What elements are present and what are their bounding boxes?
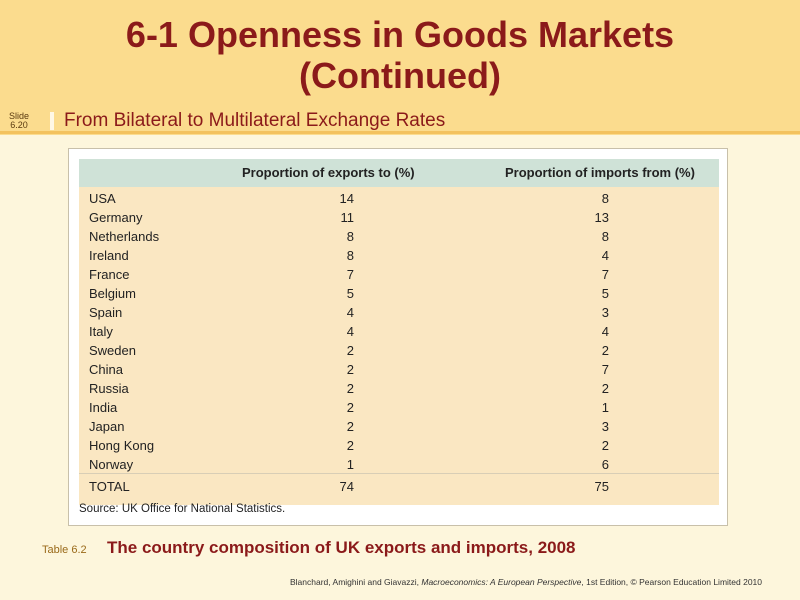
country-cell: Belgium (89, 286, 136, 301)
table-row: Sweden 2 2 (79, 341, 719, 360)
imports-cell: 4 (601, 324, 609, 339)
country-cell: Japan (89, 419, 125, 434)
imports-cell: 7 (601, 267, 609, 282)
exports-cell: 4 (346, 324, 354, 339)
imports-cell: 8 (601, 229, 609, 244)
exports-cell: 14 (339, 191, 354, 206)
total-exports: 74 (339, 479, 354, 494)
credit-suffix: , 1st Edition, © Pearson Education Limit… (581, 577, 762, 587)
exports-cell: 11 (340, 210, 355, 225)
table-row: Ireland 8 4 (79, 246, 719, 265)
title-line-2: (Continued) (299, 55, 501, 96)
imports-cell: 2 (601, 438, 609, 453)
country-cell: USA (89, 191, 116, 206)
country-cell: Germany (89, 210, 143, 225)
table-caption: The country composition of UK exports an… (107, 538, 576, 557)
exports-cell: 5 (346, 286, 354, 301)
table-row: Netherlands 8 8 (79, 227, 719, 246)
exports-cell: 7 (346, 267, 354, 282)
page-title: 6-1 Openness in Goods Markets (Continued… (0, 14, 800, 96)
table-row: Hong Kong 2 2 (79, 436, 719, 455)
imports-cell: 2 (601, 343, 609, 358)
country-cell: Ireland (89, 248, 129, 263)
subtitle: From Bilateral to Multilateral Exchange … (64, 110, 446, 131)
country-cell: Russia (89, 381, 129, 396)
imports-cell: 5 (601, 286, 609, 301)
table-figure: Proportion of exports to (%) Proportion … (68, 148, 728, 526)
imports-cell: 3 (601, 305, 609, 320)
footer-credit: Blanchard, Amighini and Giavazzi, Macroe… (290, 577, 762, 587)
imports-cell: 3 (601, 419, 609, 434)
table-row: China 2 7 (79, 360, 719, 379)
exports-cell: 2 (346, 438, 354, 453)
caption-tag: Table 6.2 (42, 544, 87, 556)
country-cell: France (89, 267, 130, 282)
table-row: Russia 2 2 (79, 379, 719, 398)
exports-cell: 2 (346, 362, 354, 377)
total-divider (79, 473, 719, 474)
imports-cell: 4 (601, 248, 609, 263)
table-source: Source: UK Office for National Statistic… (79, 503, 286, 515)
exports-cell: 8 (346, 248, 354, 263)
header-exports: Proportion of exports to (%) (242, 165, 415, 180)
credit-prefix: Blanchard, Amighini and Giavazzi, (290, 577, 422, 587)
country-cell: China (89, 362, 123, 377)
header-band (0, 0, 800, 135)
country-cell: Italy (89, 324, 113, 339)
total-imports: 75 (594, 479, 609, 494)
country-cell: Netherlands (89, 229, 160, 244)
imports-cell: 1 (601, 400, 609, 415)
country-cell: Sweden (89, 343, 136, 358)
table-total-row: TOTAL 74 75 (79, 477, 719, 496)
table-row: Italy 4 4 (79, 322, 719, 341)
exports-cell: 8 (346, 229, 354, 244)
exports-cell: 4 (346, 305, 354, 320)
table-row: Belgium 5 5 (79, 284, 719, 303)
slide-number-value: 6.20 (10, 120, 28, 130)
table-row: France 7 7 (79, 265, 719, 284)
table-header: Proportion of exports to (%) Proportion … (79, 159, 719, 187)
total-label: TOTAL (89, 479, 130, 494)
imports-cell: 8 (601, 191, 609, 206)
country-cell: Hong Kong (89, 438, 155, 453)
table-row: Japan 2 3 (79, 417, 719, 436)
exports-cell: 1 (346, 457, 354, 472)
table-body: USA 14 8 Germany 11 13 Netherlands 8 8 Ireland 8 4 F… (79, 189, 719, 474)
table-row: Norway 1 6 (79, 455, 719, 474)
header-rule (0, 131, 800, 134)
slide-label: Slide (9, 111, 30, 121)
slide-number: Slide 6.20 (9, 112, 29, 130)
table-row: India 2 1 (79, 398, 719, 417)
title-line-1: 6-1 Openness in Goods Markets (125, 14, 675, 55)
exports-cell: 2 (346, 381, 354, 396)
header-imports: Proportion of imports from (%) (505, 165, 695, 180)
country-cell: India (89, 400, 118, 415)
table-row: Germany 11 13 (79, 208, 719, 227)
table-row: Spain 4 3 (79, 303, 719, 322)
imports-cell: 13 (594, 210, 609, 225)
country-cell: Norway (89, 457, 134, 472)
imports-cell: 7 (601, 362, 609, 377)
credit-book: Macroeconomics: A European Perspective (421, 577, 582, 587)
data-table: Proportion of exports to (%) Proportion … (79, 159, 719, 505)
country-cell: Spain (89, 305, 123, 320)
exports-cell: 2 (346, 419, 354, 434)
imports-cell: 6 (601, 457, 609, 472)
table-row: USA 14 8 (79, 189, 719, 208)
imports-cell: 2 (601, 381, 609, 396)
subtitle-divider (50, 112, 54, 130)
exports-cell: 2 (346, 400, 354, 415)
exports-cell: 2 (346, 343, 354, 358)
